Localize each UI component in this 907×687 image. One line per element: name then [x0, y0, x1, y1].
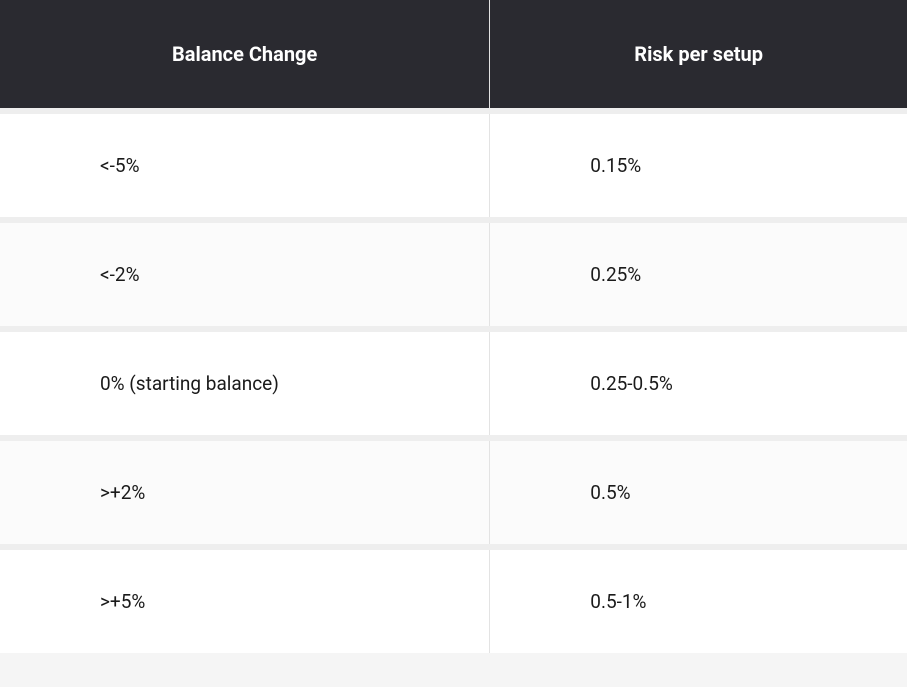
cell-balance-change: >+5%: [0, 547, 490, 653]
cell-risk-per-setup: 0.25%: [490, 220, 907, 329]
cell-balance-change: <-5%: [0, 111, 490, 220]
risk-table: Balance Change Risk per setup <-5% 0.15%…: [0, 0, 907, 653]
table-row: >+2% 0.5%: [0, 438, 907, 547]
cell-balance-change: 0% (starting balance): [0, 329, 490, 438]
cell-risk-per-setup: 0.5%: [490, 438, 907, 547]
cell-balance-change: <-2%: [0, 220, 490, 329]
column-header-risk-per-setup: Risk per setup: [490, 0, 907, 111]
table-row: <-2% 0.25%: [0, 220, 907, 329]
cell-risk-per-setup: 0.5-1%: [490, 547, 907, 653]
cell-risk-per-setup: 0.25-0.5%: [490, 329, 907, 438]
column-header-balance-change: Balance Change: [0, 0, 490, 111]
table-header-row: Balance Change Risk per setup: [0, 0, 907, 111]
table-row: >+5% 0.5-1%: [0, 547, 907, 653]
table-row: <-5% 0.15%: [0, 111, 907, 220]
table-row: 0% (starting balance) 0.25-0.5%: [0, 329, 907, 438]
cell-balance-change: >+2%: [0, 438, 490, 547]
cell-risk-per-setup: 0.15%: [490, 111, 907, 220]
